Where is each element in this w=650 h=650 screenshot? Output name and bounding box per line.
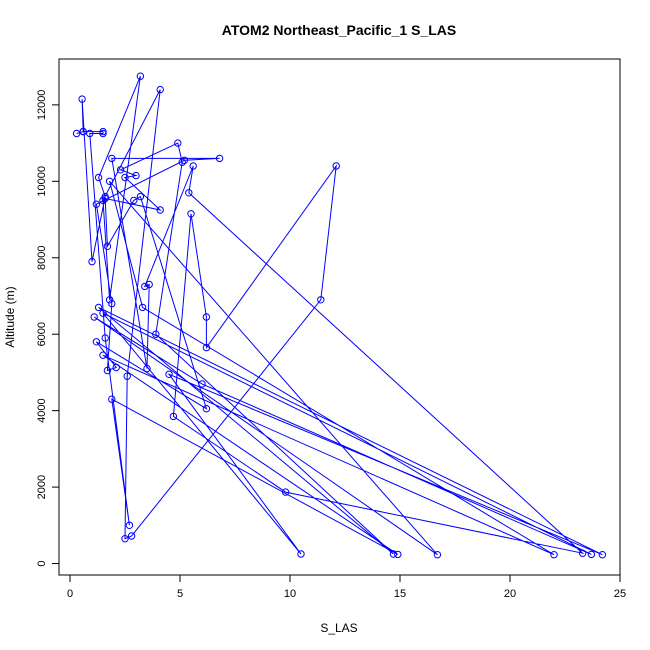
y-tick-label: 6000: [36, 322, 48, 346]
data-point: [86, 129, 94, 138]
data-point: [108, 299, 116, 308]
data-point: [202, 313, 211, 321]
data-point: [127, 532, 136, 540]
data-point: [332, 162, 340, 170]
data-point: [123, 372, 131, 380]
x-tick-label: 25: [614, 588, 626, 600]
chart-title: ATOM2 Northeast_Pacific_1 S_LAS: [222, 22, 456, 38]
plot-frame: [58, 58, 621, 576]
data-point: [145, 280, 153, 289]
x-axis: 0 5 10 15 20 25: [67, 574, 626, 600]
data-point: [99, 127, 107, 136]
data-point: [156, 85, 164, 94]
series-layer: [76, 76, 603, 556]
data-point: [101, 334, 109, 342]
data-point: [130, 196, 138, 205]
y-tick-label: 4000: [36, 398, 48, 422]
data-point: [136, 72, 145, 80]
data-point: [156, 206, 164, 214]
y-axis: 0 2000 4000 6000 8000 10000 12000: [36, 90, 60, 567]
data-point: [103, 366, 112, 375]
data-point: [598, 551, 607, 559]
data-point: [94, 173, 103, 182]
data-point: [108, 154, 116, 163]
points-layer: [72, 72, 607, 559]
data-point: [281, 488, 290, 496]
data-point: [187, 210, 195, 218]
x-tick-label: 5: [177, 588, 183, 600]
data-point: [125, 521, 134, 529]
data-point: [112, 363, 120, 372]
data-point: [169, 412, 178, 421]
x-axis-label: S_LAS: [320, 621, 357, 635]
data-point: [141, 282, 149, 291]
y-tick-label: 0: [36, 560, 48, 566]
data-point: [92, 338, 101, 346]
data-point: [99, 351, 107, 359]
data-point: [215, 154, 224, 163]
data-point: [72, 129, 81, 138]
data-point: [152, 330, 160, 338]
x-tick-label: 0: [67, 588, 73, 600]
x-tick-label: 15: [394, 588, 406, 600]
data-point: [103, 242, 112, 251]
y-tick-label: 10000: [36, 166, 48, 197]
data-point: [185, 189, 193, 197]
data-point: [550, 551, 558, 559]
data-point: [143, 364, 151, 373]
data-point: [433, 551, 442, 559]
data-point: [174, 139, 182, 147]
data-point: [88, 257, 96, 266]
data-point: [108, 395, 116, 403]
data-point: [138, 303, 147, 312]
data-point: [394, 550, 402, 559]
x-tick-label: 20: [504, 588, 516, 600]
data-point: [121, 535, 129, 543]
data-point: [165, 370, 173, 378]
data-point: [99, 196, 107, 205]
data-point: [101, 192, 109, 201]
data-point: [116, 166, 125, 174]
data-point: [99, 309, 107, 317]
data-point: [105, 177, 114, 186]
series-line: [76, 76, 603, 556]
data-point: [297, 550, 305, 558]
data-point: [132, 171, 140, 180]
y-axis-label: Altitude (m): [3, 286, 17, 347]
data-point: [105, 296, 114, 304]
y-tick-label: 8000: [36, 246, 48, 270]
data-point: [180, 156, 189, 165]
data-point: [90, 313, 98, 321]
y-tick-label: 2000: [36, 475, 48, 499]
data-point: [79, 127, 87, 136]
data-point: [202, 405, 211, 413]
data-point: [101, 194, 109, 203]
data-point: [136, 192, 145, 201]
data-point: [94, 303, 103, 312]
data-point: [317, 296, 325, 304]
data-point: [587, 550, 596, 559]
data-point: [99, 129, 107, 138]
data-point: [92, 200, 101, 208]
data-point: [578, 549, 587, 557]
data-point: [198, 380, 206, 388]
data-point: [389, 550, 398, 558]
y-tick-label: 12000: [36, 90, 48, 121]
data-point: [121, 173, 129, 182]
data-point: [178, 158, 186, 166]
data-point: [189, 162, 197, 170]
data-point: [202, 343, 211, 352]
data-point: [78, 95, 86, 103]
x-tick-label: 10: [284, 588, 296, 600]
